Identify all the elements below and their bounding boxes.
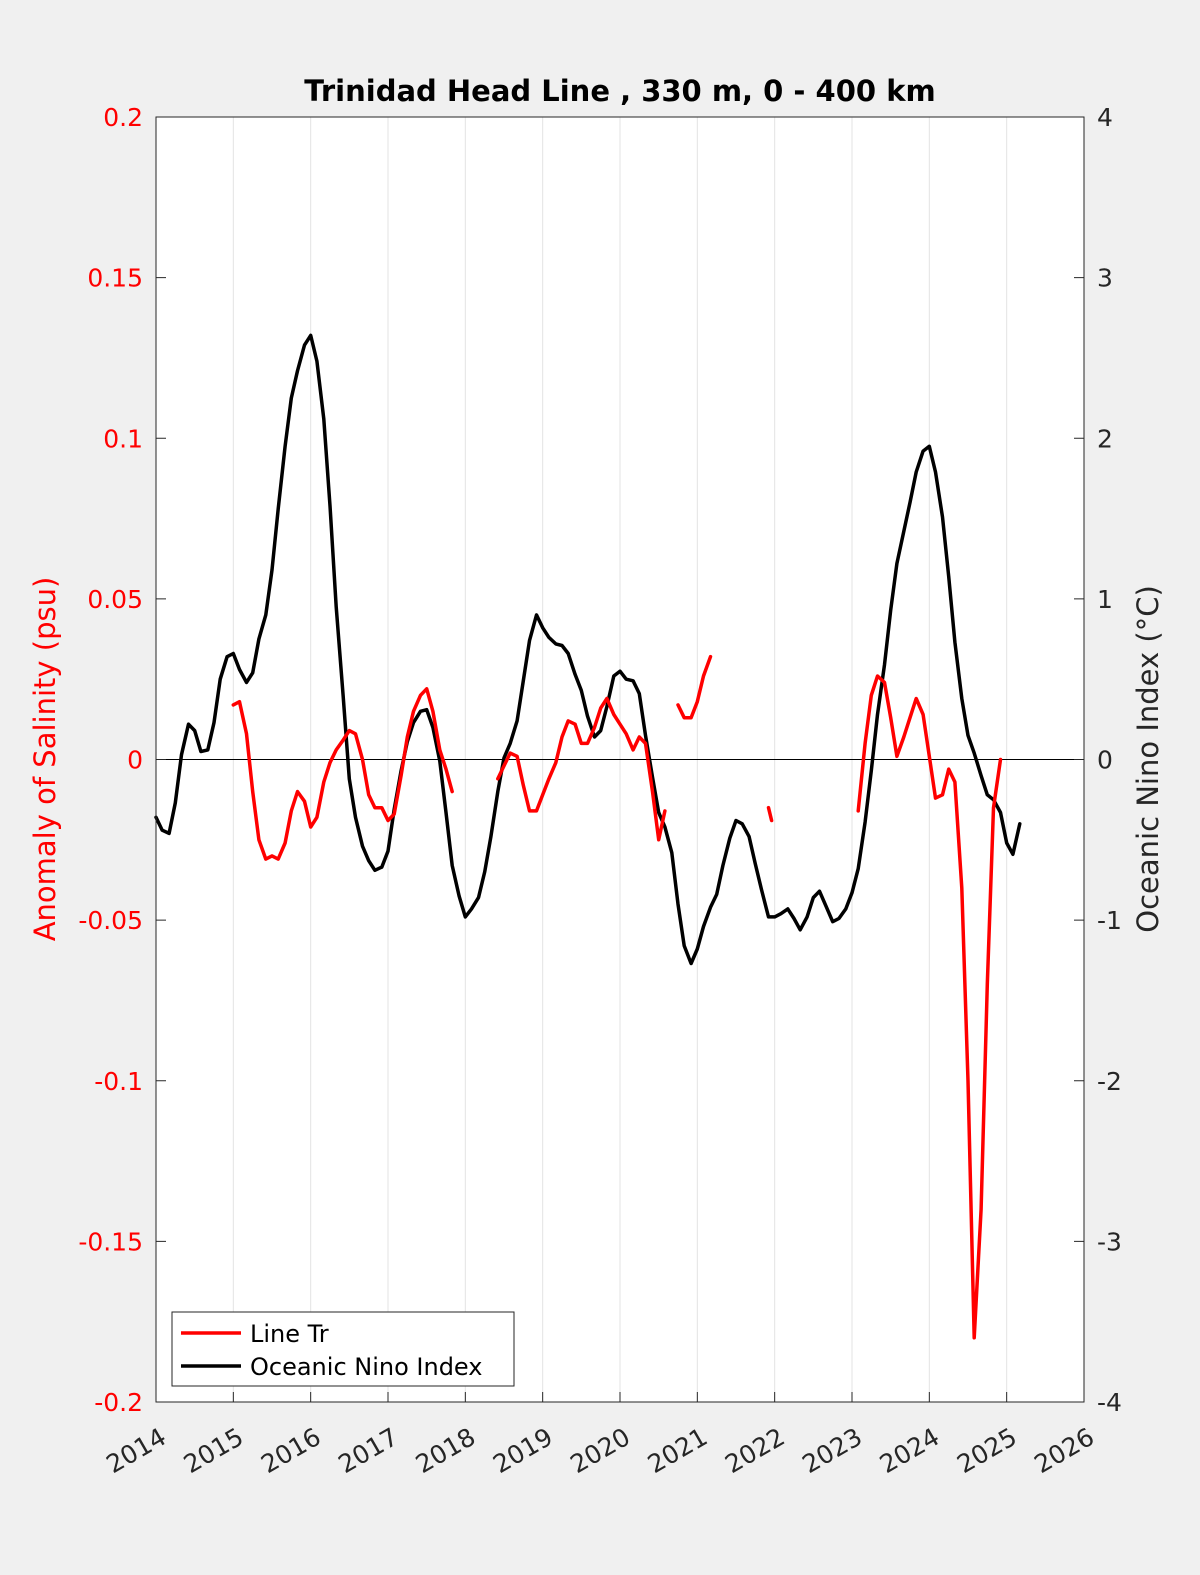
x-tick-label: 2023 <box>797 1422 867 1479</box>
y-left-tick-label: 0.2 <box>103 103 143 132</box>
x-tick-label: 2016 <box>256 1422 326 1479</box>
y-left-tick-label: -0.15 <box>78 1227 143 1256</box>
y-left-tick-label: -0.05 <box>78 906 143 935</box>
y-right-tick-label: -2 <box>1097 1067 1122 1096</box>
y-right-tick-label: -3 <box>1097 1227 1122 1256</box>
x-tick-label: 2014 <box>101 1422 171 1479</box>
x-tick-label: 2021 <box>643 1422 713 1479</box>
series-line-line-tr-segment <box>496 696 667 842</box>
x-tick-label: 2018 <box>411 1422 481 1479</box>
x-tick-label: 2019 <box>488 1422 558 1479</box>
legend-label-oni: Oceanic Nino Index <box>250 1353 482 1381</box>
series-line-line-tr-segment <box>231 687 454 861</box>
y-right-tick-label: 4 <box>1097 103 1113 132</box>
y-right-tick-label: -4 <box>1097 1388 1122 1417</box>
series-line-line-tr-segment <box>676 654 713 720</box>
y-left-tick-label: 0.1 <box>103 424 143 453</box>
tick-marks <box>155 116 1085 1403</box>
y-right-tick-label: 1 <box>1097 585 1113 614</box>
legend: Line Tr Oceanic Nino Index <box>171 1311 515 1387</box>
legend-label-line-tr: Line Tr <box>250 1320 329 1348</box>
y-left-tick-label: 0.15 <box>87 264 143 293</box>
chart-title: Trinidad Head Line , 330 m, 0 - 400 km <box>304 74 935 108</box>
x-tick-label: 2025 <box>952 1422 1022 1479</box>
y-right-tick-label: 0 <box>1097 746 1113 775</box>
x-tick-label: 2022 <box>720 1422 790 1479</box>
series-line-line-tr-segment <box>856 674 1003 1340</box>
y-left-tick-label: 0.05 <box>87 585 143 614</box>
series-line-line-tr-segment <box>766 805 774 823</box>
series-line-oceanic-nino-index <box>154 333 1022 966</box>
x-tick-label: 2024 <box>875 1422 945 1479</box>
left-axis-label: Anomaly of Salinity (psu) <box>28 577 62 942</box>
y-right-tick-label: -1 <box>1097 906 1122 935</box>
right-axis-label: Oceanic Nino Index (°C) <box>1131 585 1165 933</box>
x-tick-label: 2026 <box>1029 1422 1099 1479</box>
y-left-tick-label: 0 <box>127 746 143 775</box>
y-left-tick-label: -0.2 <box>94 1388 143 1417</box>
x-tick-label: 2020 <box>565 1422 635 1479</box>
y-right-tick-label: 3 <box>1097 264 1113 293</box>
x-tick-label: 2017 <box>333 1422 403 1479</box>
series-lines <box>154 333 1022 1340</box>
y-right-tick-label: 2 <box>1097 424 1113 453</box>
legend-box <box>171 1311 515 1387</box>
y-left-tick-label: -0.1 <box>94 1067 143 1096</box>
x-tick-label: 2015 <box>179 1422 249 1479</box>
